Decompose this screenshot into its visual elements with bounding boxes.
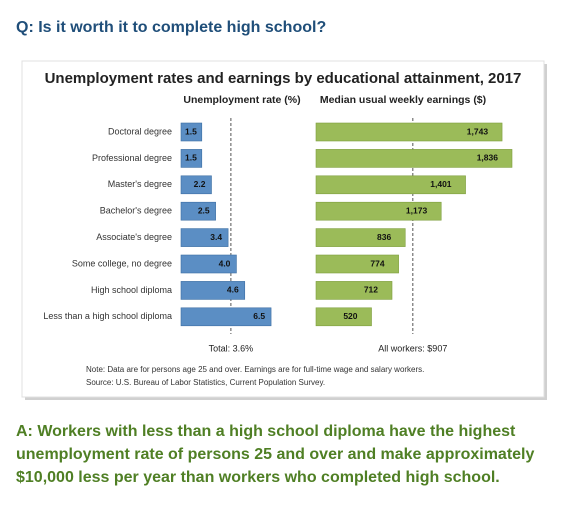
category-label: Associate's degree: [96, 232, 172, 242]
question: Q: Is it worth it to complete high schoo…: [16, 19, 326, 36]
value-label: 1,743: [467, 126, 489, 136]
bar: [180, 254, 237, 274]
chart-title: Unemployment rates and earnings by educa…: [45, 70, 522, 87]
value-label: 774: [370, 258, 384, 268]
answer-line: unemployment rate of persons 25 and over…: [16, 446, 534, 463]
value-label: 1,173: [406, 205, 428, 215]
bar: [315, 254, 399, 274]
value-label: 4.6: [227, 285, 239, 295]
bar: [180, 307, 272, 327]
bar: [180, 175, 212, 195]
bar: [315, 228, 406, 247]
reference-label: All workers: $907: [378, 343, 447, 353]
category-label: Doctoral degree: [108, 126, 172, 136]
answer-line: $10,000 less per year than workers who c…: [16, 469, 500, 486]
bar: [180, 201, 216, 221]
value-label: 1,836: [477, 153, 499, 163]
bar: [315, 201, 442, 221]
category-label: Less than a high school diploma: [43, 311, 172, 321]
note: Note: Data are for persons age 25 and ov…: [86, 365, 424, 374]
value-label: 1.5: [185, 126, 197, 136]
category-label: Professional degree: [92, 153, 172, 163]
subtitle: Median usual weekly earnings ($): [320, 94, 486, 106]
value-label: 2.5: [198, 205, 210, 215]
bar: [315, 307, 372, 327]
value-label: 6.5: [253, 311, 265, 321]
value-label: 520: [343, 311, 357, 321]
value-label: 2.2: [194, 179, 206, 189]
value-label: 1,401: [430, 179, 452, 189]
bar: [180, 228, 229, 247]
bar: [315, 122, 503, 142]
bar: [180, 281, 246, 300]
subtitle: Unemployment rate (%): [183, 94, 300, 106]
value-label: 4.0: [219, 258, 231, 268]
bar: [180, 149, 203, 168]
reference-label: Total: 3.6%: [209, 343, 254, 353]
answer-line: A: Workers with less than a high school …: [16, 423, 516, 440]
value-label: 3.4: [210, 232, 222, 242]
source: Source: U.S. Bureau of Labor Statistics,…: [86, 378, 325, 387]
category-label: Master's degree: [108, 179, 172, 189]
bar: [315, 149, 513, 168]
value-label: 1.5: [185, 153, 197, 163]
value-label: 712: [364, 285, 378, 295]
value-label: 836: [377, 232, 391, 242]
bar: [315, 281, 393, 300]
category-label: Bachelor's degree: [100, 206, 172, 216]
chart-box: [21, 60, 545, 398]
category-label: High school diploma: [91, 285, 172, 295]
bar: [180, 122, 203, 142]
bar: [315, 175, 466, 195]
category-label: Some college, no degree: [72, 258, 172, 268]
